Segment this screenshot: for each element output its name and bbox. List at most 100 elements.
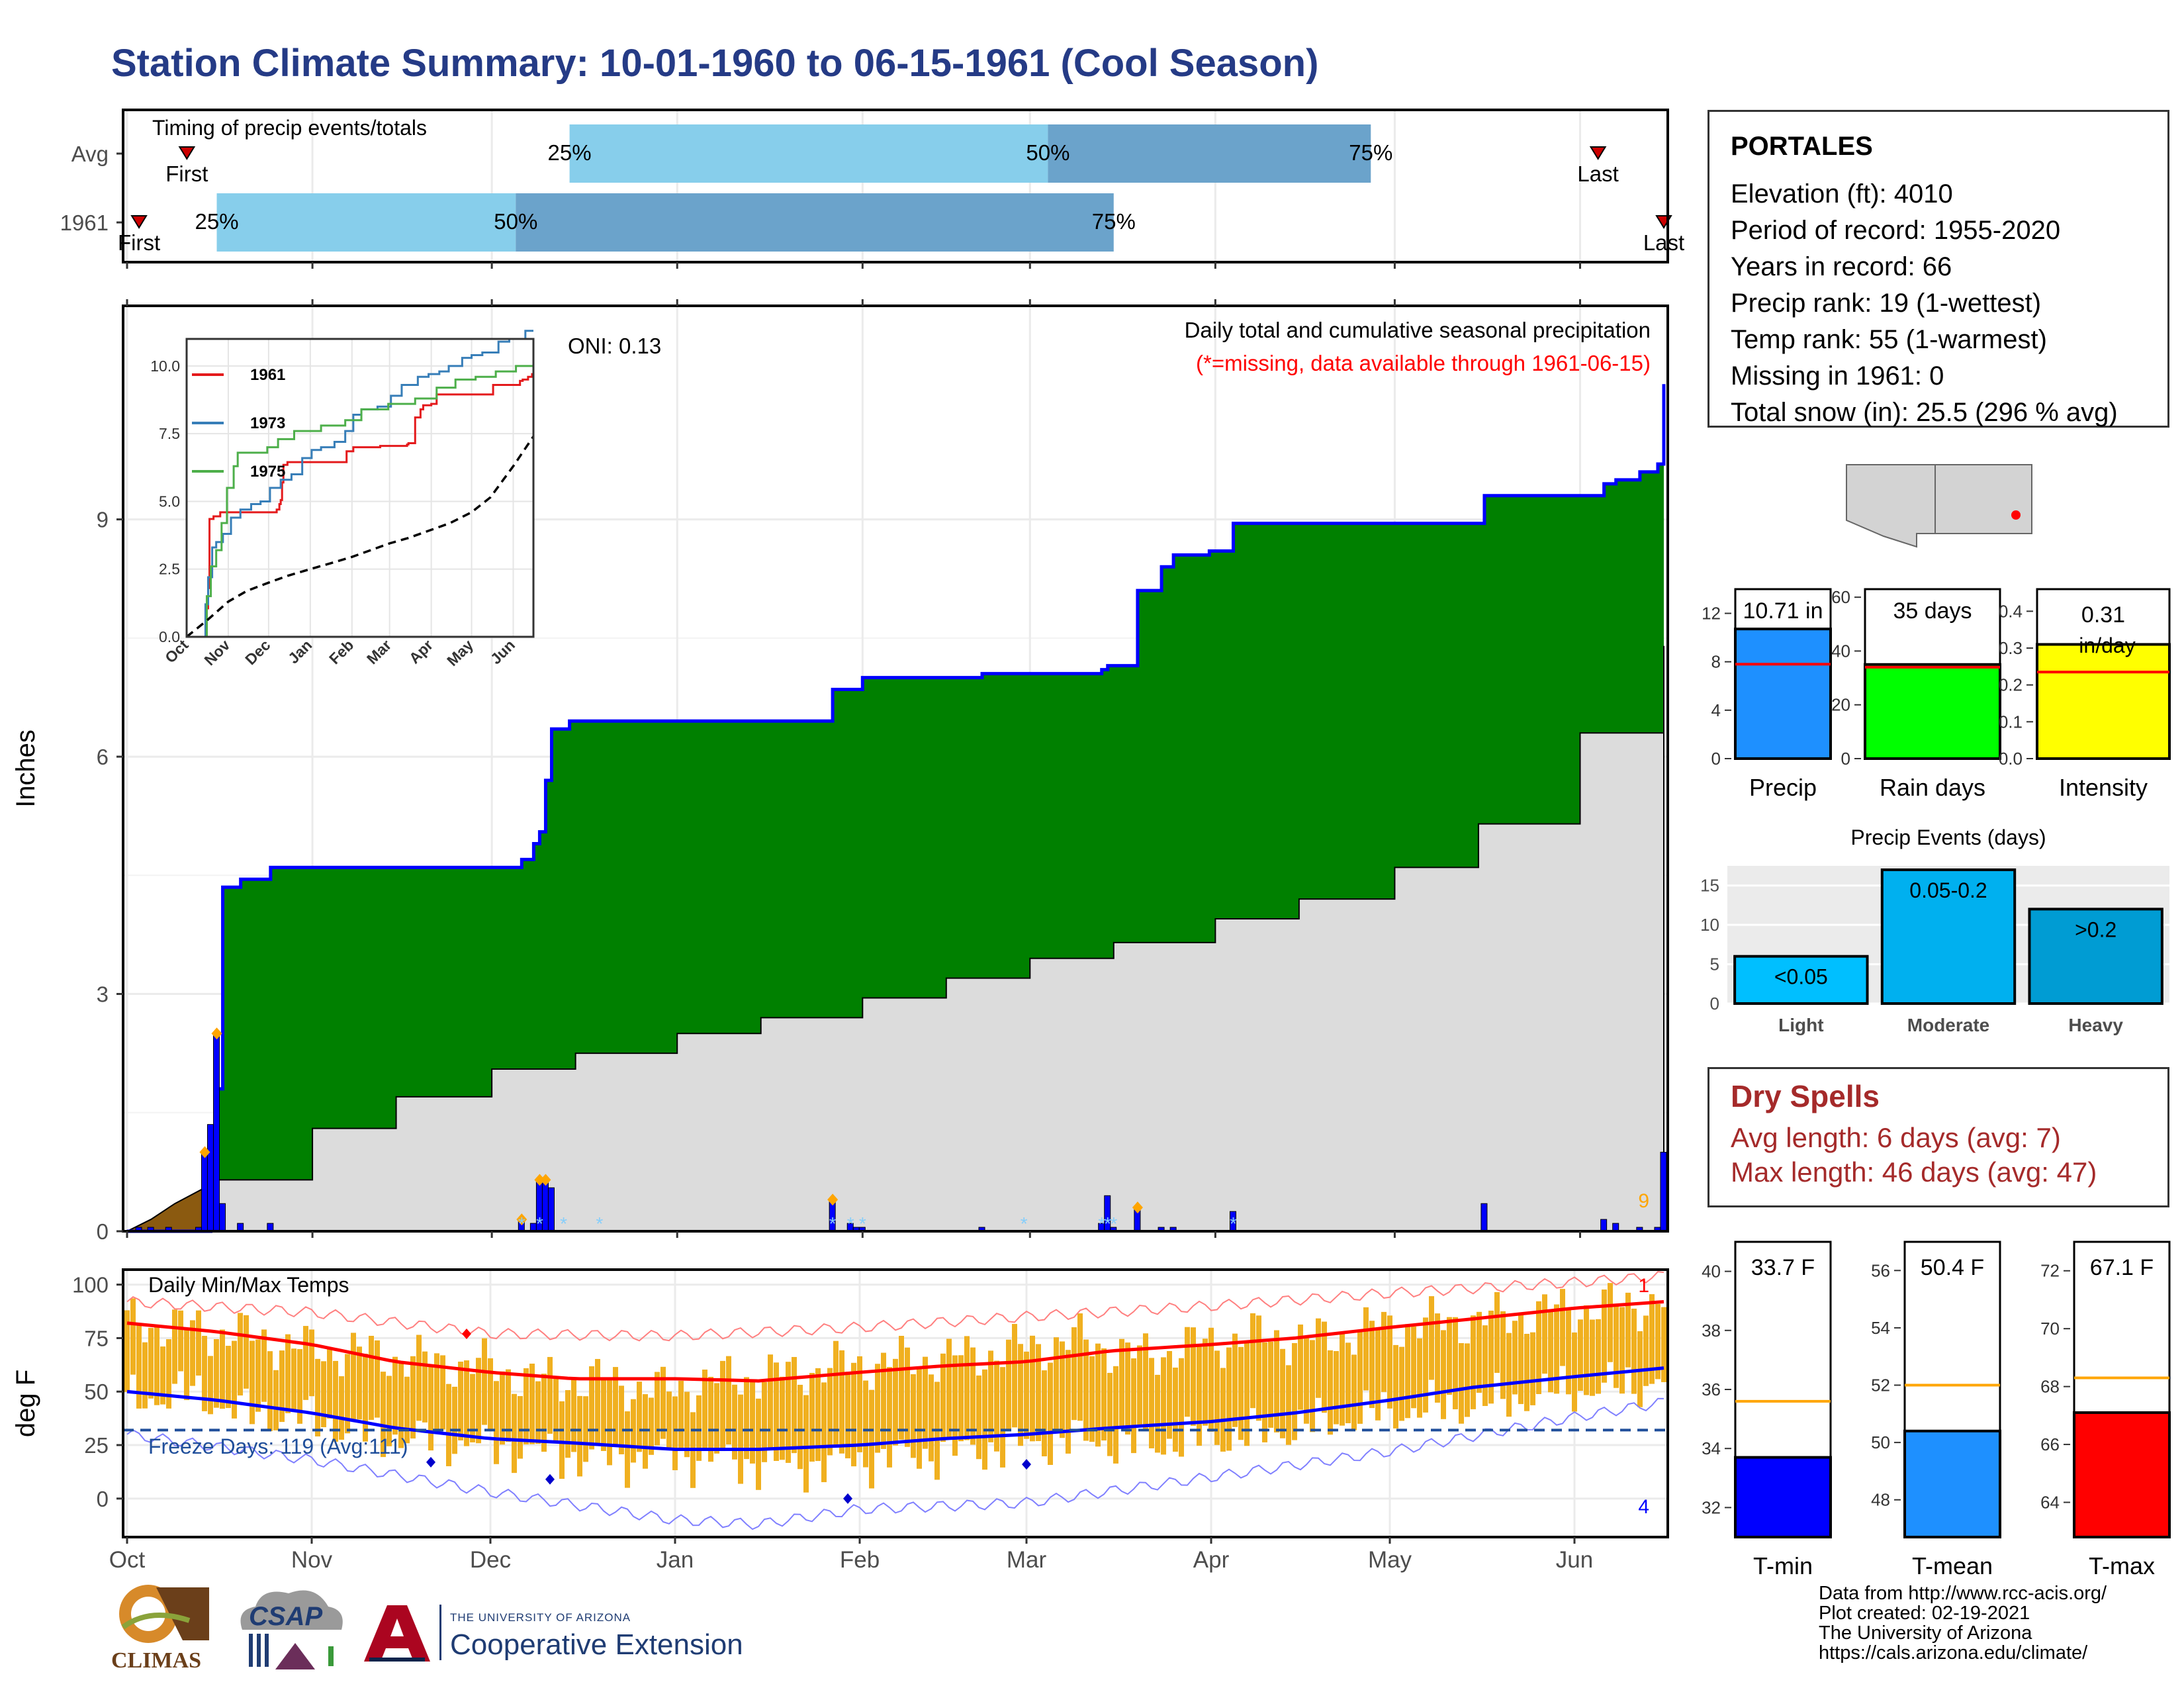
precip-total-ytick-label: 4 xyxy=(1711,700,1721,720)
tmax-total-ytick-label: 66 xyxy=(2040,1434,2060,1454)
precip-total-bar xyxy=(1734,628,1832,760)
temp-corner-bottom: 4 xyxy=(1638,1496,1649,1518)
temp-daily-range-bar xyxy=(154,1326,159,1405)
intensity-total: 0.0 0.1 0.2 0.3 0.4 0.31 in/day Intensity xyxy=(1999,588,2171,801)
precip-total-name-label: Precip xyxy=(1749,774,1817,801)
station-years: Years in record: 66 xyxy=(1731,252,1952,281)
timing-first-marker xyxy=(178,146,196,160)
temp-record-marker xyxy=(545,1474,555,1485)
tmax-total-ytick-label: 68 xyxy=(2040,1377,2060,1397)
temp-daily-range-bar xyxy=(1268,1341,1273,1428)
inset-series-line xyxy=(187,346,535,638)
temp-daily-range-bar xyxy=(1596,1319,1601,1394)
snow-day-glyph: * xyxy=(560,1213,567,1234)
temp-daily-range-bar xyxy=(988,1350,993,1442)
temp-daily-range-bar xyxy=(190,1320,195,1386)
precip-total-value-label: 10.71 in xyxy=(1743,598,1823,624)
temp-daily-range-bar xyxy=(1369,1321,1375,1409)
tmean-total-bar xyxy=(1903,1429,2001,1538)
tmax-total-bar xyxy=(2073,1411,2171,1539)
inset-series-line xyxy=(185,436,535,638)
temp-daily-range-bar xyxy=(172,1309,177,1384)
temp-daily-range-bar xyxy=(1471,1315,1476,1409)
temp-daily-range-bar xyxy=(1071,1327,1077,1421)
temp-daily-range-bar xyxy=(1191,1327,1196,1426)
temp-daily-range-bar xyxy=(1500,1311,1506,1399)
timing-first-label: First xyxy=(165,162,208,186)
temp-daily-range-bar xyxy=(255,1339,261,1412)
oni-label: ONI: 0.13 xyxy=(568,334,661,358)
station-period: Period of record: 1955-2020 xyxy=(1731,216,2061,245)
timing-last-marker xyxy=(1589,146,1607,160)
temp-xtick-label: Oct xyxy=(109,1547,146,1573)
events-bar xyxy=(1880,868,2017,1006)
temp-daily-range-bar xyxy=(720,1360,725,1452)
temp-daily-range-bar xyxy=(1167,1350,1172,1439)
temp-daily-range-bar xyxy=(1614,1305,1619,1388)
temp-daily-range-bar xyxy=(1143,1333,1148,1431)
precip-ytick-label: 6 xyxy=(97,745,109,769)
temp-record-max-line xyxy=(126,1271,1664,1342)
temp-daily-range-bar xyxy=(744,1377,749,1460)
temp-daily-range-bar xyxy=(756,1398,761,1490)
temp-daily-range-bar xyxy=(1405,1324,1410,1419)
temp-daily-range-bar xyxy=(130,1298,136,1375)
temp-xtick-label: Jan xyxy=(657,1547,694,1573)
temp-daily-range-bar xyxy=(1208,1327,1214,1432)
temp-daily-range-bar xyxy=(392,1356,398,1435)
ua-small-text: THE UNIVERSITY OF ARIZONA xyxy=(450,1611,631,1624)
tmin-total-ytick-label: 36 xyxy=(1702,1380,1721,1399)
temp-daily-range-bar xyxy=(1107,1372,1113,1456)
temp-daily-range-bar xyxy=(428,1366,433,1451)
temp-daily-range-bar xyxy=(1244,1341,1250,1446)
temp-daily-range-bar xyxy=(863,1380,868,1468)
snow-total-marker xyxy=(199,1146,210,1158)
temp-daily-range-bar xyxy=(1411,1326,1416,1409)
temp-daily-range-bar xyxy=(136,1323,142,1409)
temp-daily-range-bar xyxy=(1113,1366,1118,1464)
temp-daily-range-bar xyxy=(1477,1311,1482,1393)
precip-ytick-label: 9 xyxy=(97,508,109,532)
temp-daily-range-bar xyxy=(416,1335,422,1421)
snow-total-marker xyxy=(1132,1201,1143,1214)
temp-daily-range-bar xyxy=(839,1350,844,1454)
dry-spells-max: Max length: 46 days (avg: 47) xyxy=(1731,1156,2097,1188)
temp-daily-range-bar xyxy=(1566,1308,1571,1395)
dry-spells-avg: Avg length: 6 days (avg: 7) xyxy=(1731,1122,2061,1153)
temp-daily-range-bar xyxy=(958,1355,964,1442)
timing-title: Timing of precip events/totals xyxy=(152,116,427,140)
temp-daily-range-bar xyxy=(1048,1362,1053,1466)
temp-daily-range-bar xyxy=(387,1376,392,1446)
events-ytick-label: 10 xyxy=(1700,915,1719,935)
intensity-total-value-label: 0.31 xyxy=(2081,602,2125,628)
temp-daily-range-bar xyxy=(1590,1319,1595,1396)
temp-daily-range-bars xyxy=(124,1283,1666,1493)
temp-daily-range-bar xyxy=(1453,1317,1458,1409)
tmin-total-value-label: 33.7 F xyxy=(1751,1255,1815,1280)
events-bar-label: >0.2 xyxy=(2075,917,2116,941)
temp-daily-range-bar xyxy=(446,1383,451,1466)
rain-days-total-ytick-label: 20 xyxy=(1831,695,1850,715)
temp-daily-range-bar xyxy=(929,1374,934,1462)
tmean-total-value-label: 50.4 F xyxy=(1921,1255,1984,1280)
temp-daily-range-bar xyxy=(476,1358,481,1444)
temp-daily-range-bar xyxy=(494,1381,499,1464)
climas-wordmark: CLIMAS xyxy=(111,1648,202,1673)
precip-ytick-label: 3 xyxy=(97,982,109,1007)
timing-bar-q1 xyxy=(569,124,1048,183)
temp-record-marker xyxy=(462,1328,471,1339)
temp-daily-range-bar xyxy=(1340,1333,1345,1426)
temp-daily-range-bar xyxy=(1643,1315,1649,1386)
temp-daily-range-bar xyxy=(500,1371,505,1445)
temp-daily-range-bar xyxy=(887,1367,892,1468)
temp-daily-range-bar xyxy=(1322,1321,1327,1413)
temp-daily-range-bar xyxy=(1328,1350,1333,1435)
inset-frame xyxy=(185,338,535,638)
inset-ytick-label: 7.5 xyxy=(159,425,180,442)
temp-daily-range-bar xyxy=(309,1329,314,1397)
temp-daily-range-bar xyxy=(1042,1370,1047,1457)
intensity-total-ytick-label: 0.2 xyxy=(1999,675,2023,695)
temp-daily-range-bar xyxy=(512,1393,517,1474)
temp-daily-range-bar xyxy=(1232,1333,1238,1427)
